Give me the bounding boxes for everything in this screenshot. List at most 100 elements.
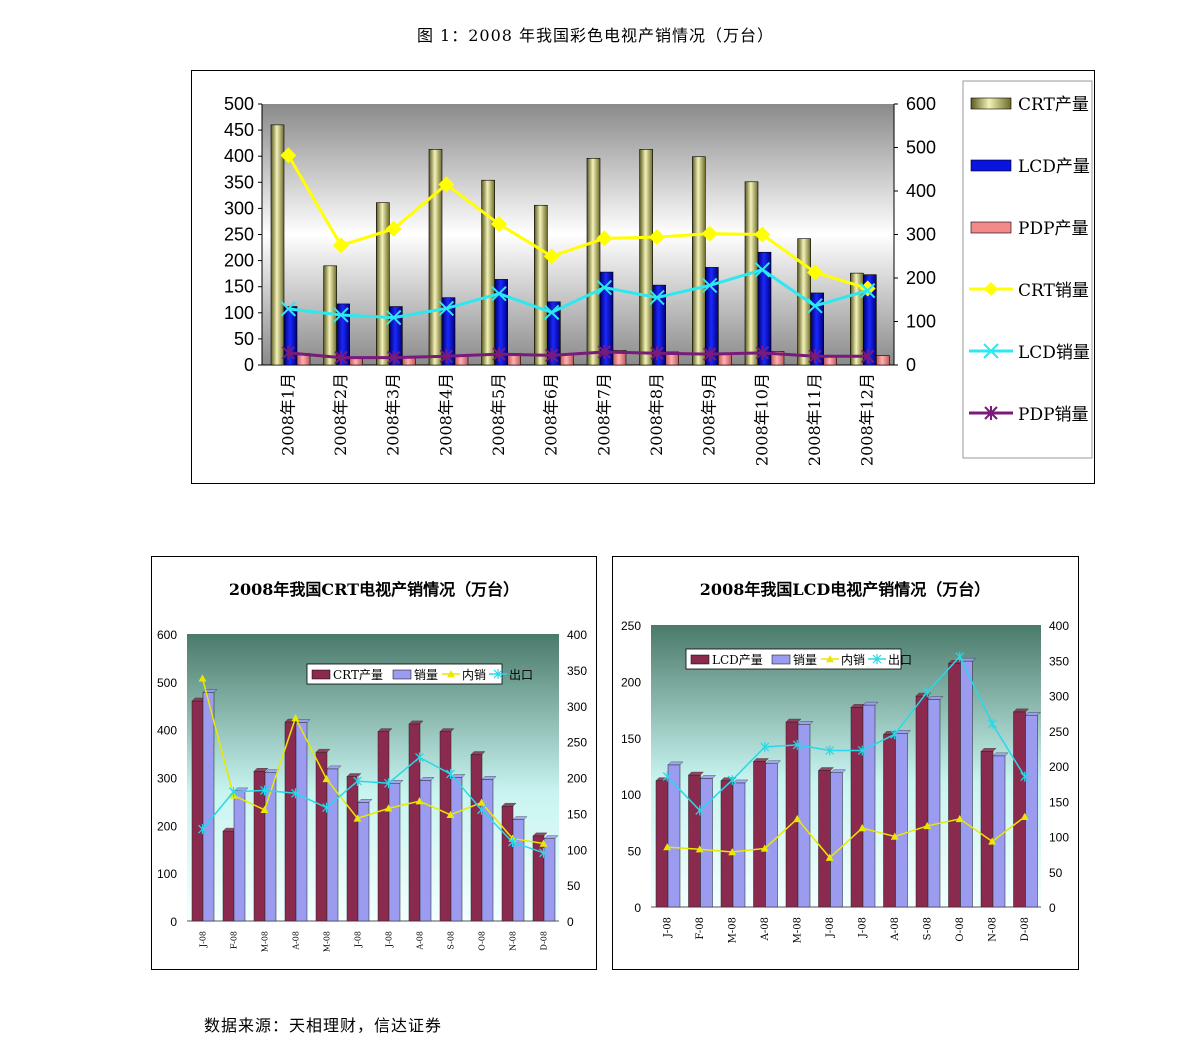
x-tick-label: M-08	[792, 917, 803, 943]
export-line	[201, 756, 544, 854]
pdp-sales-point	[386, 350, 401, 365]
x-tick-label: 2008年8月	[647, 373, 666, 456]
production-bar	[377, 731, 390, 922]
production-bar-top	[439, 728, 455, 732]
x-tick-label: J-08	[857, 917, 868, 938]
right-axis-tick-label: 150	[1049, 795, 1069, 809]
plot-area	[651, 625, 1041, 907]
right-axis-tick-label: 300	[567, 700, 587, 714]
lcd-sales-point	[596, 279, 613, 296]
sales-bar	[450, 777, 463, 922]
sales-bar	[481, 779, 494, 922]
export-point	[539, 847, 548, 858]
export-point	[477, 804, 486, 815]
lcd-sales-point	[438, 300, 455, 317]
export-point	[229, 786, 238, 797]
production-bar-top	[753, 758, 769, 762]
export-point	[415, 752, 424, 763]
x-tick-label: A-08	[890, 917, 901, 941]
x-tick-label: J-08	[199, 931, 208, 948]
pdp-sales-point	[860, 349, 875, 364]
x-tick-label: M-08	[727, 917, 738, 943]
legend-label: 内销	[841, 653, 865, 667]
source-note: 数据来源：天相理财，信达证券	[204, 1016, 443, 1035]
production-bar-top	[408, 720, 424, 725]
left-axis-tick-label: 100	[621, 788, 641, 802]
domestic-sales-point	[858, 824, 867, 832]
left-axis-tick-label: 100	[224, 303, 254, 323]
right-axis-tick-label: 200	[567, 772, 587, 786]
domestic-sales-point	[539, 839, 548, 847]
left-axis-tick-label: 350	[224, 172, 254, 192]
lcd-production-bar	[494, 279, 508, 366]
crt-chart-frame: 2008年我国CRT电视产销情况（万台） 0 100 200 300 400 500 600 0…	[151, 556, 597, 970]
production-bar	[346, 776, 359, 922]
production-bar-top	[532, 832, 548, 837]
legend-swatch	[970, 159, 1012, 172]
right-axis-tick-label: 100	[567, 843, 587, 857]
production-bar	[948, 663, 961, 908]
x-tick-label: A-08	[416, 931, 425, 951]
lcd-sales-point	[754, 262, 771, 278]
left-axis-tick-label: 400	[224, 146, 254, 166]
right-axis-tick-label: 0	[1049, 901, 1056, 915]
export-point	[662, 771, 672, 782]
domestic-sales-point	[1020, 812, 1029, 820]
lcd-chart-frame: 2008年我国LCD电视产销情况（万台） 0 50 100 150 200 250 0 50 10…	[612, 556, 1079, 970]
left-axis-tick-label: 0	[170, 915, 177, 929]
left-axis-tick-label: 600	[157, 628, 177, 642]
export-point	[508, 837, 517, 848]
right-axis-tick-label: 200	[1049, 760, 1069, 774]
production-bar-top	[501, 802, 517, 807]
crt-sales-point	[807, 264, 823, 281]
pdp-production-bar	[454, 355, 469, 366]
production-bar	[284, 721, 297, 922]
x-tick-label: 2008年7月	[594, 373, 613, 456]
production-bar	[501, 805, 514, 922]
crt-sales-point	[280, 147, 297, 164]
domestic-sales-line	[201, 678, 544, 845]
left-axis-tick-label: 0	[634, 901, 641, 915]
sales-bar-top	[481, 776, 497, 780]
left-axis-tick-label: 250	[224, 225, 254, 245]
crt-sales-point	[491, 216, 507, 233]
figure-title: 图 1：2008 年我国彩色电视产销情况（万台）	[416, 26, 775, 45]
legend-swatch	[311, 669, 331, 680]
legend-marker	[493, 669, 503, 679]
domestic-sales-point	[793, 814, 802, 823]
sales-bar	[667, 764, 681, 908]
domestic-sales-line	[667, 816, 1026, 859]
crt-sales-point	[438, 176, 455, 193]
right-axis-tick-label: 50	[1049, 866, 1063, 880]
legend-label: CRT产量	[1018, 95, 1089, 115]
export-point	[792, 739, 802, 750]
crt-sales-point	[543, 248, 560, 265]
sales-bar-top	[450, 774, 466, 778]
domestic-sales-point	[890, 832, 899, 840]
domestic-sales-point	[198, 674, 207, 682]
production-bar	[688, 774, 701, 908]
lcd-sales-point	[649, 289, 665, 306]
legend-label: 内销	[462, 668, 486, 682]
sales-bar-top	[992, 752, 1009, 757]
legend-label: 出口	[509, 668, 533, 682]
sales-bar	[233, 790, 246, 922]
crt-sales-point	[333, 237, 349, 254]
domestic-sales-point	[260, 805, 269, 813]
legend-box	[685, 648, 902, 670]
production-bar	[883, 734, 896, 908]
crt-production-bar	[692, 156, 706, 366]
lcd-sales-point	[280, 301, 297, 317]
export-point	[198, 824, 207, 835]
export-point	[987, 718, 997, 729]
production-bar	[1013, 711, 1026, 908]
sales-bar	[992, 755, 1006, 908]
production-bar	[818, 770, 831, 908]
crt-production-bar	[428, 149, 443, 366]
sales-bar	[388, 782, 401, 922]
x-tick-label: 2008年5月	[489, 373, 508, 456]
legend-marker	[984, 406, 998, 420]
domestic-sales-point	[923, 821, 932, 830]
x-tick-label: J-08	[354, 931, 363, 948]
sales-bar	[797, 724, 811, 908]
